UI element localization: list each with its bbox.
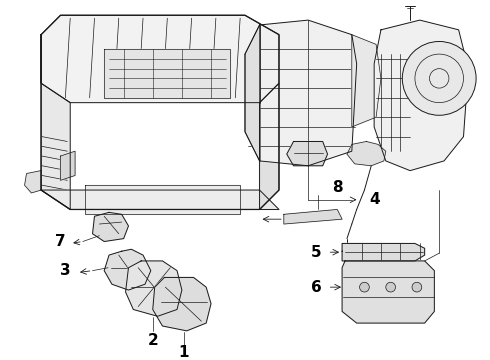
Text: 2: 2 bbox=[147, 333, 158, 348]
Polygon shape bbox=[41, 15, 279, 103]
Polygon shape bbox=[104, 249, 151, 290]
Polygon shape bbox=[352, 35, 381, 127]
Polygon shape bbox=[153, 278, 211, 331]
Text: 4: 4 bbox=[369, 192, 379, 207]
Polygon shape bbox=[287, 141, 327, 166]
Circle shape bbox=[412, 282, 422, 292]
Polygon shape bbox=[347, 141, 386, 166]
Text: 7: 7 bbox=[55, 234, 66, 249]
Polygon shape bbox=[374, 20, 468, 171]
Polygon shape bbox=[93, 212, 128, 242]
Text: 5: 5 bbox=[311, 245, 321, 260]
Polygon shape bbox=[260, 83, 279, 210]
Polygon shape bbox=[41, 190, 279, 210]
Polygon shape bbox=[24, 171, 41, 193]
Polygon shape bbox=[41, 35, 70, 210]
Text: 3: 3 bbox=[60, 263, 71, 278]
Polygon shape bbox=[125, 261, 182, 316]
Circle shape bbox=[360, 282, 369, 292]
Polygon shape bbox=[85, 185, 240, 214]
Polygon shape bbox=[342, 261, 434, 323]
Circle shape bbox=[386, 282, 395, 292]
Text: 8: 8 bbox=[332, 180, 343, 195]
Polygon shape bbox=[245, 25, 260, 161]
Polygon shape bbox=[342, 243, 425, 261]
Polygon shape bbox=[60, 151, 75, 180]
Text: 1: 1 bbox=[178, 345, 189, 360]
Polygon shape bbox=[284, 210, 342, 224]
Circle shape bbox=[402, 41, 476, 115]
Text: 6: 6 bbox=[311, 280, 321, 294]
Polygon shape bbox=[245, 20, 357, 166]
Polygon shape bbox=[104, 49, 230, 98]
